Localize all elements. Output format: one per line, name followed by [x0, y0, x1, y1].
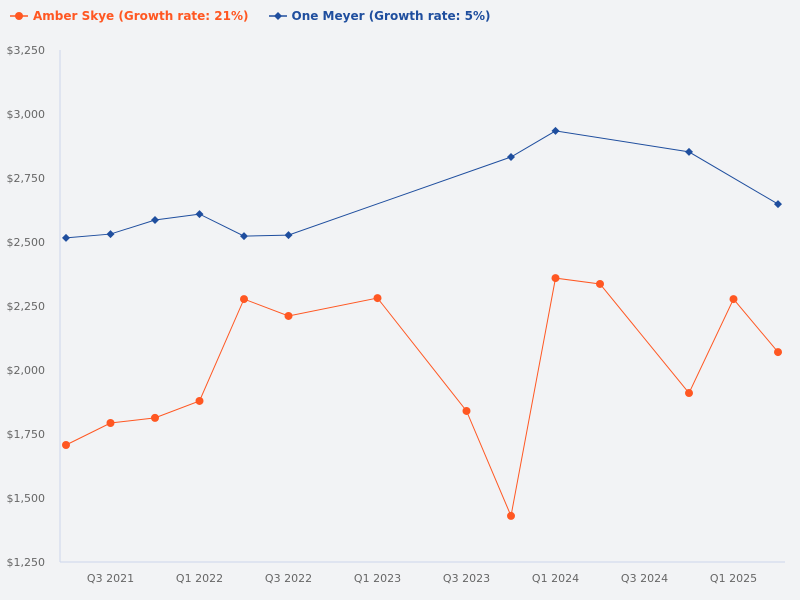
x-tick-label: Q1 2023: [354, 572, 401, 585]
data-point[interactable]: [240, 232, 248, 241]
data-point[interactable]: [284, 231, 293, 240]
legend-item-amber-skye[interactable]: Amber Skye (Growth rate: 21%): [10, 9, 249, 23]
data-point[interactable]: [195, 396, 204, 405]
data-point[interactable]: [462, 406, 471, 415]
y-tick-label: $1,500: [7, 492, 46, 505]
y-tick-label: $2,750: [7, 172, 46, 185]
circle-marker-icon: [10, 12, 28, 20]
data-point[interactable]: [373, 294, 382, 303]
data-point[interactable]: [62, 233, 70, 242]
data-point[interactable]: [774, 348, 782, 357]
data-point[interactable]: [151, 413, 159, 422]
y-tick-label: $3,000: [7, 108, 46, 121]
y-tick-label: $2,250: [7, 300, 46, 313]
x-tick-label: Q1 2022: [176, 572, 223, 585]
data-point[interactable]: [507, 153, 515, 162]
series-line-1: [65, 130, 779, 239]
data-point[interactable]: [774, 200, 782, 209]
y-tick-label: $3,250: [7, 44, 46, 57]
data-point[interactable]: [62, 441, 70, 450]
y-tick-label: $1,250: [7, 556, 46, 569]
data-point[interactable]: [240, 295, 248, 304]
legend: Amber Skye (Growth rate: 21%) One Meyer …: [10, 9, 490, 23]
y-tick-label: $1,750: [7, 428, 46, 441]
x-tick-label: Q3 2024: [621, 572, 668, 585]
series-line-0: [65, 277, 779, 518]
y-tick-label: $2,000: [7, 364, 46, 377]
legend-item-one-meyer[interactable]: One Meyer (Growth rate: 5%): [268, 9, 491, 23]
data-point[interactable]: [106, 418, 115, 427]
y-tick-label: $2,500: [7, 236, 46, 249]
data-point[interactable]: [284, 311, 293, 320]
data-point[interactable]: [195, 210, 204, 219]
data-point[interactable]: [551, 126, 560, 135]
data-point[interactable]: [551, 274, 560, 283]
data-point[interactable]: [507, 511, 515, 520]
x-tick-label: Q3 2022: [265, 572, 312, 585]
diamond-marker-icon: [268, 12, 287, 20]
x-tick-label: Q1 2025: [710, 572, 757, 585]
data-point[interactable]: [685, 147, 693, 156]
legend-label: Amber Skye (Growth rate: 21%): [33, 9, 249, 23]
x-tick-label: Q1 2024: [532, 572, 579, 585]
data-point[interactable]: [106, 230, 115, 239]
x-tick-label: Q3 2021: [87, 572, 134, 585]
data-point[interactable]: [729, 295, 738, 304]
data-point[interactable]: [685, 389, 693, 398]
legend-label: One Meyer (Growth rate: 5%): [291, 9, 491, 23]
data-point[interactable]: [596, 279, 604, 288]
data-point[interactable]: [151, 215, 159, 224]
x-tick-label: Q3 2023: [443, 572, 490, 585]
